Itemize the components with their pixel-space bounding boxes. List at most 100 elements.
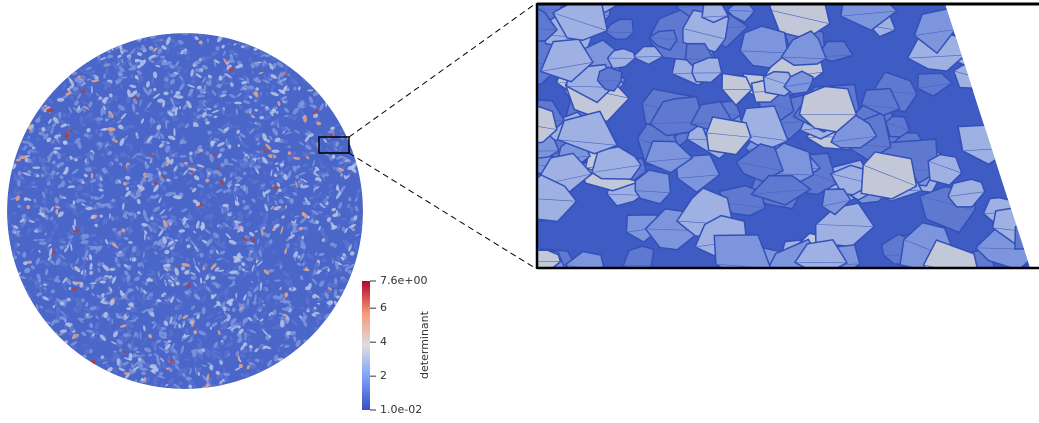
mesh-cell (91, 79, 100, 83)
mesh-zoom (537, 4, 1030, 268)
mesh-cell (143, 259, 147, 263)
mesh-cell (289, 330, 297, 336)
mesh-cell (283, 313, 289, 318)
mesh-cell (79, 115, 84, 124)
mesh-cell (74, 206, 77, 213)
mesh-cell (179, 106, 181, 110)
mesh-cell (143, 377, 147, 382)
mesh-cell (112, 111, 118, 116)
mesh-cell (194, 68, 202, 73)
mesh-edge (537, 122, 557, 130)
mesh-cell (128, 352, 133, 362)
mesh-cell (261, 62, 269, 69)
mesh-cell (969, 63, 1000, 85)
mesh-cell (77, 107, 85, 113)
mesh-cell (59, 194, 64, 200)
mesh-cell (113, 296, 122, 301)
mesh-cell (128, 62, 133, 68)
mesh-cell (161, 161, 168, 168)
mesh-cell (89, 331, 94, 338)
mesh-cell (26, 228, 32, 234)
mesh-cell (132, 366, 139, 372)
mesh-cell (133, 360, 140, 367)
mesh-cell (125, 186, 130, 191)
mesh-cell (221, 44, 225, 49)
mesh-cell (124, 320, 132, 324)
mesh-cell (302, 248, 306, 252)
mesh-cell (180, 112, 186, 117)
mesh-cell (1009, 108, 1030, 138)
mesh-cell (233, 186, 237, 193)
mesh-edge (781, 56, 827, 59)
mesh-cell (59, 175, 64, 180)
mesh-cell (158, 371, 164, 376)
mesh-edge (815, 224, 875, 227)
mesh-cell (65, 203, 72, 209)
mesh-cell (105, 118, 110, 121)
mesh-cell (335, 124, 341, 127)
mesh-cell (171, 348, 178, 354)
mesh-cell (241, 80, 248, 85)
mesh-cell (644, 140, 694, 174)
mesh-cell (228, 49, 236, 55)
mesh-cell (189, 151, 193, 156)
mesh-cell (270, 74, 277, 79)
mesh-edge (727, 10, 755, 12)
mesh-edge (831, 135, 877, 143)
mesh-cell (211, 109, 220, 114)
mesh-cell (299, 253, 305, 261)
mesh-cell (226, 113, 234, 117)
mesh-cell (97, 141, 103, 147)
mesh-cell (307, 282, 312, 291)
mesh-cell (305, 144, 312, 150)
mesh-cell (53, 146, 62, 150)
mesh-edge (1009, 174, 1030, 176)
mesh-cell (342, 264, 350, 267)
mesh-cell (191, 384, 197, 389)
mesh-cell (197, 184, 205, 188)
mesh-cell (152, 276, 157, 282)
mesh-cell (198, 148, 204, 152)
mesh-cell (116, 236, 124, 241)
mesh-cell (89, 72, 95, 79)
mesh-cell (37, 127, 41, 131)
mesh-cell (96, 294, 102, 299)
mesh-cell (262, 79, 271, 84)
mesh-cell (47, 277, 54, 281)
mesh-cell (227, 326, 233, 330)
mesh-cell (106, 150, 113, 156)
mesh-cell (186, 367, 191, 370)
mesh-cell (248, 95, 253, 99)
mesh-cell (235, 108, 238, 116)
mesh-cell (315, 252, 318, 256)
mesh-cell (326, 141, 334, 145)
mesh-cell (292, 224, 297, 233)
mesh-cell (169, 316, 173, 325)
mesh-cell (112, 140, 116, 144)
mesh-cell (86, 85, 91, 90)
mesh-cell (304, 135, 310, 142)
zoom-line (348, 152, 536, 269)
mesh-cell (284, 344, 290, 348)
mesh-cell (149, 269, 157, 274)
mesh-cell (93, 241, 98, 246)
mesh-cell (100, 301, 109, 305)
mesh-cell (259, 328, 267, 331)
mesh-cell (97, 180, 102, 183)
mesh-cell (335, 209, 338, 217)
mesh-cell (263, 74, 269, 80)
mesh-cell (186, 223, 190, 228)
mesh-cell (165, 145, 171, 153)
mesh-cell (242, 199, 246, 204)
mesh-cell (335, 261, 339, 270)
mesh-cell (242, 151, 246, 156)
mesh-cell (144, 281, 148, 286)
mesh-cell (217, 237, 221, 246)
mesh-cell (127, 288, 134, 292)
mesh-cell (95, 329, 99, 336)
mesh-cell (189, 155, 193, 163)
mesh-cell (210, 263, 217, 270)
mesh-cell (109, 299, 115, 306)
mesh-cell (149, 153, 155, 156)
mesh-cell (296, 164, 301, 169)
